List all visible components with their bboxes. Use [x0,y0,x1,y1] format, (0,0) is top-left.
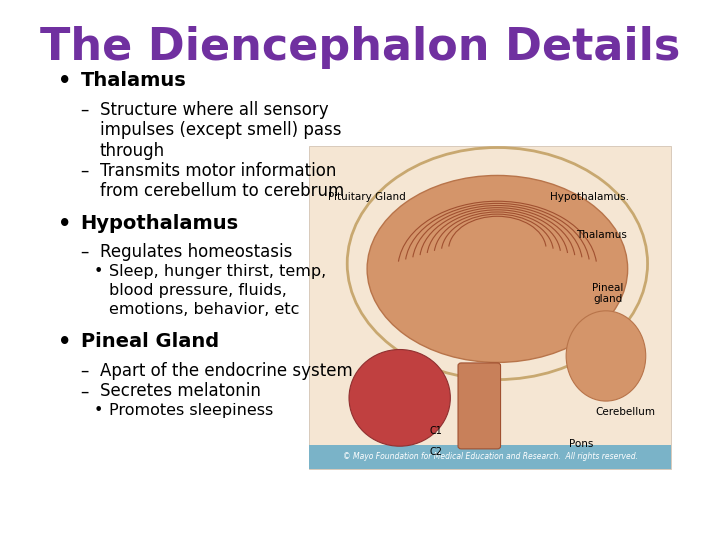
Text: Pituitary Gland: Pituitary Gland [328,192,406,202]
Text: from cerebellum to cerebrum: from cerebellum to cerebrum [99,183,344,200]
Text: Pons: Pons [570,439,594,449]
Text: impulses (except smell) pass: impulses (except smell) pass [99,121,341,139]
Text: •: • [58,214,72,234]
Text: The Diencephalon Details: The Diencephalon Details [40,25,680,69]
Text: Hypothalamus.: Hypothalamus. [551,192,629,202]
Text: •: • [94,403,103,418]
Text: Hypothalamus: Hypothalamus [81,214,239,233]
Text: C1: C1 [430,426,443,436]
Text: Secretes melatonin: Secretes melatonin [99,382,261,400]
Text: •: • [58,71,72,91]
Ellipse shape [566,311,646,401]
Text: through: through [99,141,165,160]
Ellipse shape [367,176,628,362]
Text: –: – [81,101,89,119]
Text: © Mayo Foundation for Medical Education and Research.  All rights reserved.: © Mayo Foundation for Medical Education … [343,453,638,462]
Text: Transmits motor information: Transmits motor information [99,162,336,180]
Text: Structure where all sensory: Structure where all sensory [99,101,328,119]
Text: –: – [81,382,89,400]
FancyBboxPatch shape [309,146,671,469]
Text: Sleep, hunger thirst, temp,: Sleep, hunger thirst, temp, [109,264,326,279]
Text: Promotes sleepiness: Promotes sleepiness [109,403,274,418]
Text: –: – [81,162,89,180]
Text: C2: C2 [430,447,443,457]
Ellipse shape [349,349,450,446]
Text: Apart of the endocrine system: Apart of the endocrine system [99,362,353,380]
Text: Regulates homeostasis: Regulates homeostasis [99,243,292,261]
Text: Pineal Gland: Pineal Gland [81,332,219,352]
Text: –: – [81,243,89,261]
Text: Thalamus: Thalamus [81,71,186,90]
Text: emotions, behavior, etc: emotions, behavior, etc [109,302,300,317]
Text: Pineal
gland: Pineal gland [592,282,624,304]
FancyBboxPatch shape [458,363,500,449]
Text: Thalamus: Thalamus [576,230,626,240]
Text: blood pressure, fluids,: blood pressure, fluids, [109,283,287,298]
Text: •: • [58,332,72,352]
Text: Cerebellum: Cerebellum [595,407,655,417]
FancyBboxPatch shape [309,444,671,469]
Text: –: – [81,362,89,380]
Text: •: • [94,264,103,279]
